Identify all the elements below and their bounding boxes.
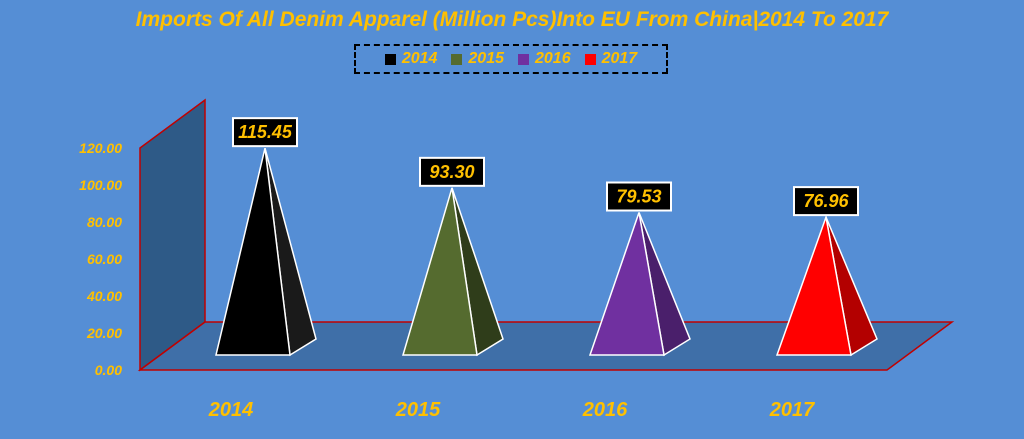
pyramid-front-face	[775, 214, 852, 356]
x-tick-label: 2015	[395, 399, 441, 421]
y-tick-label: 0.00	[95, 362, 122, 378]
data-label: 115.45	[238, 122, 293, 142]
legend-swatch-2015	[451, 53, 463, 65]
x-tick-label: 2017	[769, 399, 815, 421]
data-label: 79.53	[616, 187, 661, 207]
pyramid-2017: 76.96	[775, 186, 878, 357]
pyramid-2016: 79.53	[588, 181, 691, 357]
y-tick-label: 80.00	[87, 214, 122, 230]
legend-label-2014: 2014	[401, 50, 438, 67]
chart-floor	[137, 321, 955, 371]
pyramid-front-face	[588, 212, 665, 356]
legend-swatch-2016	[518, 53, 529, 65]
data-label-box	[419, 156, 485, 187]
legend-label-2017: 2017	[601, 50, 638, 67]
data-label-box	[606, 181, 672, 212]
data-label: 93.30	[429, 162, 474, 182]
legend-swatch-2017	[584, 53, 596, 65]
x-tick-label: 2014	[208, 399, 254, 421]
pyramid-front-face	[401, 187, 478, 356]
chart-legend: 2014 2015 2016 2017	[354, 44, 668, 74]
x-tick-label: 2016	[582, 399, 628, 421]
y-tick-label: 20.00	[86, 325, 122, 341]
y-tick-label: 40.00	[86, 288, 122, 304]
y-tick-label: 60.00	[87, 251, 122, 267]
y-axis-ticks: 0.00 20.00 40.00 60.00 80.00 100.00 120.00	[79, 140, 122, 378]
data-label-box	[232, 117, 298, 148]
legend-item-2017: 2017	[584, 50, 638, 68]
legend-label-2015: 2015	[468, 50, 504, 67]
chart-title: Imports Of All Denim Apparel (Million Pc…	[135, 8, 889, 31]
legend-item-2016: 2016	[518, 50, 571, 68]
legend-item-2015: 2015	[451, 50, 504, 68]
x-axis-ticks: 2014 2015 2016 2017	[208, 399, 815, 421]
y-tick-label: 100.00	[79, 177, 122, 193]
pyramid-2015: 93.30	[401, 156, 504, 357]
pyramid-front-face	[215, 147, 291, 356]
pyramid-2014: 115.45	[215, 117, 317, 357]
legend-swatch-2014	[384, 53, 396, 65]
legend-item-2014: 2014	[384, 50, 438, 68]
legend-label-2016: 2016	[535, 50, 571, 67]
data-label-box	[793, 186, 859, 217]
chart-marks: 115.45 93.30 79.53 76.96	[215, 117, 878, 357]
data-label: 76.96	[803, 191, 849, 211]
y-tick-label: 120.00	[79, 140, 122, 156]
